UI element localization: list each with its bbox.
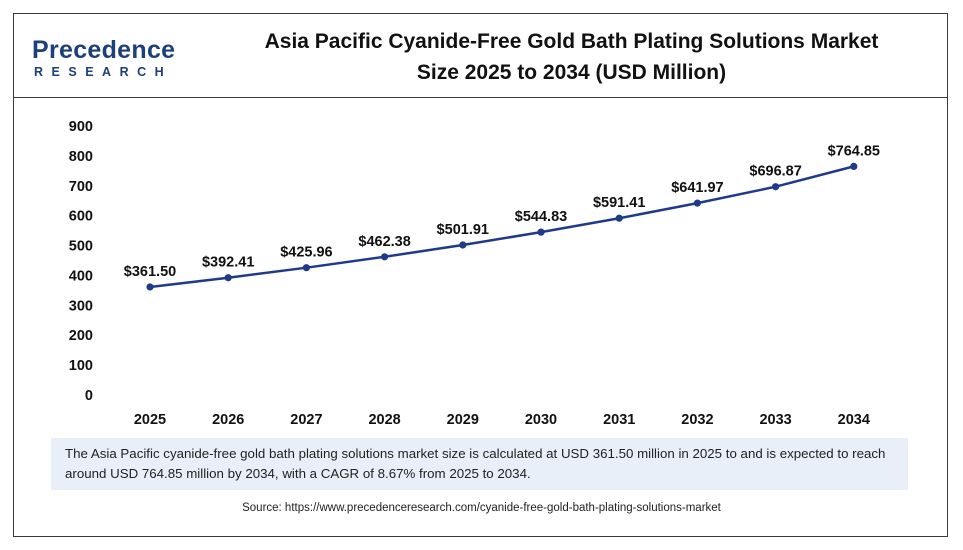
y-tick-label: 500 [69, 239, 93, 255]
data-label: $544.83 [515, 209, 567, 225]
description-box: The Asia Pacific cyanide-free gold bath … [51, 438, 908, 490]
brand-name: Precedence [32, 36, 176, 64]
data-label: $764.85 [828, 143, 880, 159]
data-label: $641.97 [671, 180, 723, 196]
y-tick-label: 800 [69, 149, 93, 165]
x-tick-label: 2034 [838, 412, 870, 428]
y-tick-label: 100 [69, 358, 93, 374]
data-label: $462.38 [358, 234, 410, 250]
data-point [693, 199, 702, 207]
data-point [146, 283, 154, 291]
y-tick-label: 300 [69, 298, 93, 314]
source-text: Source: https://www.precedenceresearch.c… [242, 502, 721, 514]
data-point [381, 253, 389, 261]
x-tick-label: 2026 [212, 412, 244, 428]
y-tick-label: 700 [69, 179, 93, 195]
data-label: $696.87 [749, 164, 801, 180]
x-tick-label: 2027 [290, 412, 322, 428]
data-point [224, 274, 232, 282]
data-label: $361.50 [124, 264, 176, 280]
series-line [149, 165, 855, 289]
y-tick-label: 900 [69, 119, 93, 135]
data-point [302, 264, 310, 272]
brand-logo: Precedence RESEARCH [32, 36, 192, 80]
x-tick-label: 2033 [759, 412, 791, 428]
data-point [537, 228, 545, 236]
x-tick-label: 2028 [368, 412, 400, 428]
data-label: $392.41 [202, 255, 254, 271]
x-tick-label: 2032 [681, 412, 713, 428]
chart-title: Asia Pacific Cyanide-Free Gold Bath Plat… [219, 26, 924, 88]
chart-frame: Precedence RESEARCH Asia Pacific Cyanide… [13, 13, 948, 537]
header: Precedence RESEARCH Asia Pacific Cyanide… [14, 14, 947, 98]
data-label: $591.41 [593, 195, 645, 211]
line-chart: 0 100 200 300 400 500 600 700 800 900 2025 2026 2027… [69, 119, 880, 428]
x-tick-label: 2030 [525, 412, 557, 428]
data-label: $501.91 [437, 222, 489, 238]
y-tick-label: 0 [85, 388, 93, 404]
x-tick-label: 2025 [134, 412, 166, 428]
data-point [615, 214, 623, 222]
data-point [459, 241, 467, 249]
chart-title-line-2: Size 2025 to 2034 (USD Million) [416, 61, 727, 84]
brand-subname: RESEARCH [34, 65, 173, 79]
data-point [850, 162, 858, 170]
y-tick-label: 400 [69, 268, 93, 284]
x-tick-label: 2029 [447, 412, 479, 428]
data-point [772, 183, 780, 191]
data-label: $425.96 [280, 245, 332, 261]
y-tick-label: 600 [69, 209, 93, 225]
y-tick-label: 200 [69, 328, 93, 344]
chart-title-line-1: Asia Pacific Cyanide-Free Gold Bath Plat… [264, 30, 879, 53]
x-tick-label: 2031 [603, 412, 635, 428]
